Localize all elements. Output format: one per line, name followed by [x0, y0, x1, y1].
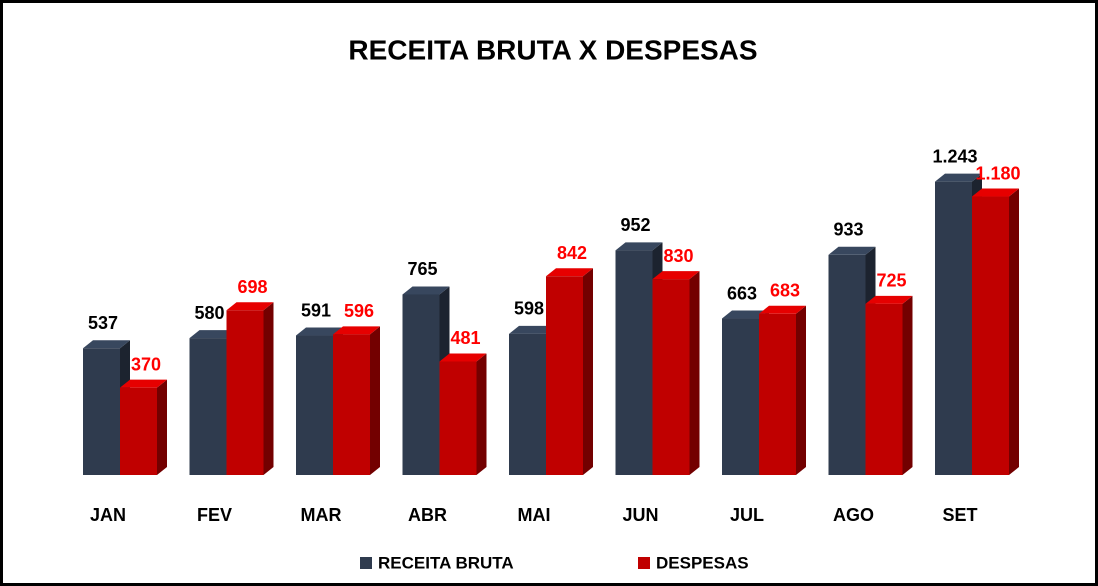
bar: [439, 361, 477, 475]
value-label: 580: [194, 303, 224, 323]
bar: [615, 250, 653, 475]
value-label: 481: [450, 328, 480, 348]
bar: [402, 294, 440, 475]
bar-side: [796, 305, 806, 475]
bar-side: [1009, 188, 1019, 475]
bar: [828, 254, 866, 475]
value-label: 537: [88, 313, 118, 333]
value-label: 1.180: [975, 163, 1020, 183]
bar: [972, 196, 1009, 475]
value-label: 830: [663, 246, 693, 266]
x-tick-label: MAR: [301, 505, 342, 525]
bar: [333, 334, 370, 475]
bar-side: [689, 271, 700, 475]
bar-top: [972, 188, 1019, 197]
bar: [759, 313, 796, 475]
legend-label: DESPESAS: [656, 553, 749, 572]
bar: [226, 310, 264, 475]
bar-top: [722, 310, 769, 319]
bar-top: [546, 268, 593, 277]
bar: [546, 276, 583, 475]
bar: [509, 333, 546, 475]
value-label: 725: [876, 271, 906, 291]
bar-top: [439, 353, 487, 362]
x-tick-label: SET: [942, 505, 977, 525]
value-label: 842: [557, 243, 587, 263]
legend-swatch: [360, 557, 372, 569]
bar-side: [583, 268, 593, 475]
value-label: 933: [833, 220, 863, 240]
bar: [865, 303, 903, 475]
value-label: 1.243: [932, 146, 977, 166]
bar-side: [263, 302, 274, 475]
legend-label: RECEITA BRUTA: [378, 553, 514, 572]
bar-top: [333, 326, 380, 335]
bar: [189, 338, 227, 475]
value-label: 591: [301, 300, 331, 320]
x-tick-label: JUN: [622, 505, 658, 525]
x-tick-label: JAN: [90, 505, 126, 525]
value-label: 698: [237, 277, 267, 297]
x-tick-label: JUL: [730, 505, 764, 525]
bar-top: [652, 271, 700, 280]
bar-top: [759, 305, 806, 314]
bar-side: [476, 353, 487, 475]
value-label: 596: [344, 301, 374, 321]
chart-title: RECEITA BRUTA X DESPESAS: [348, 34, 757, 65]
value-label: 370: [131, 354, 161, 374]
value-label: 765: [407, 259, 437, 279]
x-tick-label: FEV: [197, 505, 232, 525]
bar: [722, 318, 759, 475]
bar-top: [615, 242, 663, 251]
value-label: 663: [727, 283, 757, 303]
bar-side: [157, 379, 167, 475]
bar: [296, 335, 333, 475]
bar-top: [226, 302, 274, 311]
bar: [120, 387, 157, 475]
bar: [652, 279, 690, 475]
bar-top: [935, 173, 982, 182]
legend-swatch: [638, 557, 650, 569]
bar-side: [370, 326, 380, 475]
bar-top: [189, 330, 237, 339]
value-label: 952: [620, 215, 650, 235]
bar-side: [902, 295, 913, 475]
value-label: 683: [770, 281, 800, 301]
x-tick-label: ABR: [408, 505, 447, 525]
bar-top: [509, 325, 556, 334]
bar-top: [83, 340, 130, 349]
bar-top: [296, 327, 343, 336]
bar: [935, 181, 972, 476]
x-tick-label: MAI: [518, 505, 551, 525]
bar-top: [865, 295, 913, 304]
value-label: 598: [514, 299, 544, 319]
bar-top: [120, 379, 167, 388]
bar-top: [828, 246, 876, 255]
x-tick-label: AGO: [833, 505, 874, 525]
bar-top: [402, 286, 450, 295]
bar: [83, 348, 120, 475]
